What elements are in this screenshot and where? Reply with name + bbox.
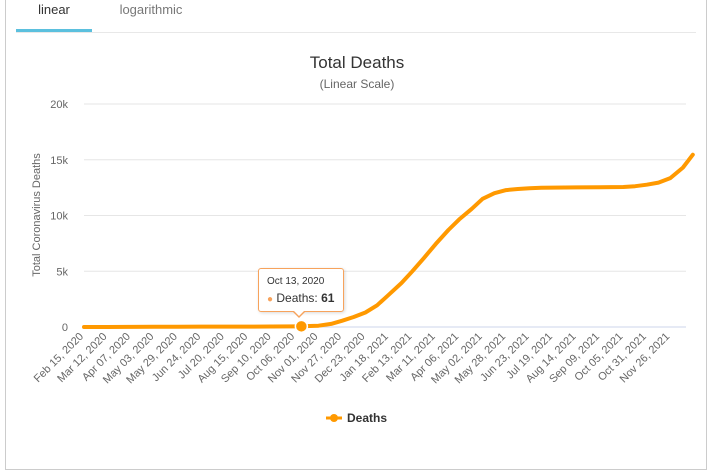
tab-linear[interactable]: linear [16, 0, 92, 32]
tooltip-series-name: Deaths [276, 291, 315, 305]
data-tooltip: Oct 13, 2020 ● Deaths: 61 [258, 268, 344, 312]
tooltip-series-dot: ● [267, 294, 274, 305]
y-axis-label: Total Coronavirus Deaths [31, 153, 43, 277]
series-line-deaths[interactable] [82, 152, 695, 329]
chart-title: Total Deaths [310, 53, 405, 72]
y-tick-label: 20k [50, 99, 68, 111]
tooltip-pointer-fill [293, 310, 305, 316]
y-tick-label: 10k [50, 211, 68, 223]
scale-tabs: linear logarithmic [16, 0, 696, 33]
chart-subtitle: (Linear Scale) [320, 77, 395, 91]
y-tick-label: 5k [56, 266, 68, 278]
y-tick-label: 15k [50, 155, 68, 167]
legend[interactable]: Deaths [326, 411, 387, 425]
highlighted-point[interactable] [294, 319, 309, 334]
deaths-line-chart: Total Deaths (Linear Scale) Total Corona… [31, 53, 695, 425]
y-tick-label: 0 [62, 322, 68, 334]
tooltip-line: ● Deaths: 61 [267, 291, 335, 305]
tab-logarithmic[interactable]: logarithmic [119, 2, 183, 17]
tooltip-value: 61 [321, 291, 335, 305]
chart-panel [5, 0, 707, 470]
legend-label-deaths: Deaths [347, 411, 387, 425]
legend-marker [330, 414, 338, 422]
tooltip-date: Oct 13, 2020 [267, 276, 325, 287]
